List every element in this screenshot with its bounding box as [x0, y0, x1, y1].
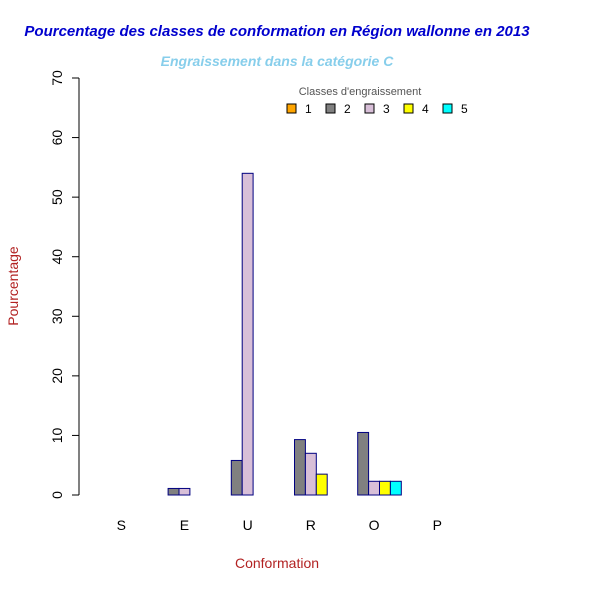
y-tick-label: 10 [49, 427, 65, 443]
y-axis-label: Pourcentage [5, 246, 21, 326]
legend-swatch [286, 103, 297, 114]
legend-label: 4 [422, 102, 429, 116]
x-tick-label: O [369, 517, 380, 533]
bar-O-series-5 [389, 480, 402, 496]
legend-label: 3 [383, 102, 390, 116]
bar-U-series-2 [230, 459, 243, 496]
x-tick-label: S [117, 517, 126, 533]
bar-E-series-2 [167, 487, 180, 496]
legend-swatch [442, 103, 453, 114]
legend: Classes d'engraissement 1 2 3 4 5 [286, 86, 468, 116]
x-tick-label: R [306, 517, 316, 533]
y-tick-label: 40 [49, 249, 65, 265]
bars-group [167, 172, 402, 496]
legend-swatch [403, 103, 414, 114]
legend-label: 2 [344, 102, 351, 116]
chart-subtitle: Engraissement dans la catégorie C [161, 53, 395, 69]
y-tick-label: 0 [49, 491, 65, 499]
bar-R-series-3 [304, 452, 317, 496]
bar-O-series-3 [368, 480, 381, 496]
x-axis-label: Conformation [235, 555, 319, 571]
bar-E-series-3 [178, 487, 191, 496]
y-tick-label: 70 [49, 70, 65, 86]
y-tick-label: 50 [49, 189, 65, 205]
legend-swatch [364, 103, 375, 114]
y-tick-label: 20 [49, 368, 65, 384]
y-axis: 0 10 20 30 40 50 60 70 [49, 70, 80, 499]
bar-U-series-3 [241, 172, 254, 496]
chart-title: Pourcentage des classes de conformation … [24, 23, 530, 40]
legend-items: 1 2 3 4 5 [286, 102, 468, 116]
y-tick-label: 60 [49, 130, 65, 146]
bar-O-series-4 [379, 480, 391, 496]
x-tick-label: E [180, 517, 189, 533]
legend-label: 5 [461, 102, 468, 116]
x-tick-label: P [433, 517, 442, 533]
legend-label: 1 [305, 102, 312, 116]
bar-R-series-4 [315, 473, 328, 496]
legend-title: Classes d'engraissement [299, 86, 422, 98]
y-tick-label: 30 [49, 308, 65, 324]
bar-O-series-2 [357, 431, 370, 496]
x-tick-label: U [243, 517, 253, 533]
legend-swatch [325, 103, 336, 114]
bar-R-series-2 [294, 439, 306, 496]
